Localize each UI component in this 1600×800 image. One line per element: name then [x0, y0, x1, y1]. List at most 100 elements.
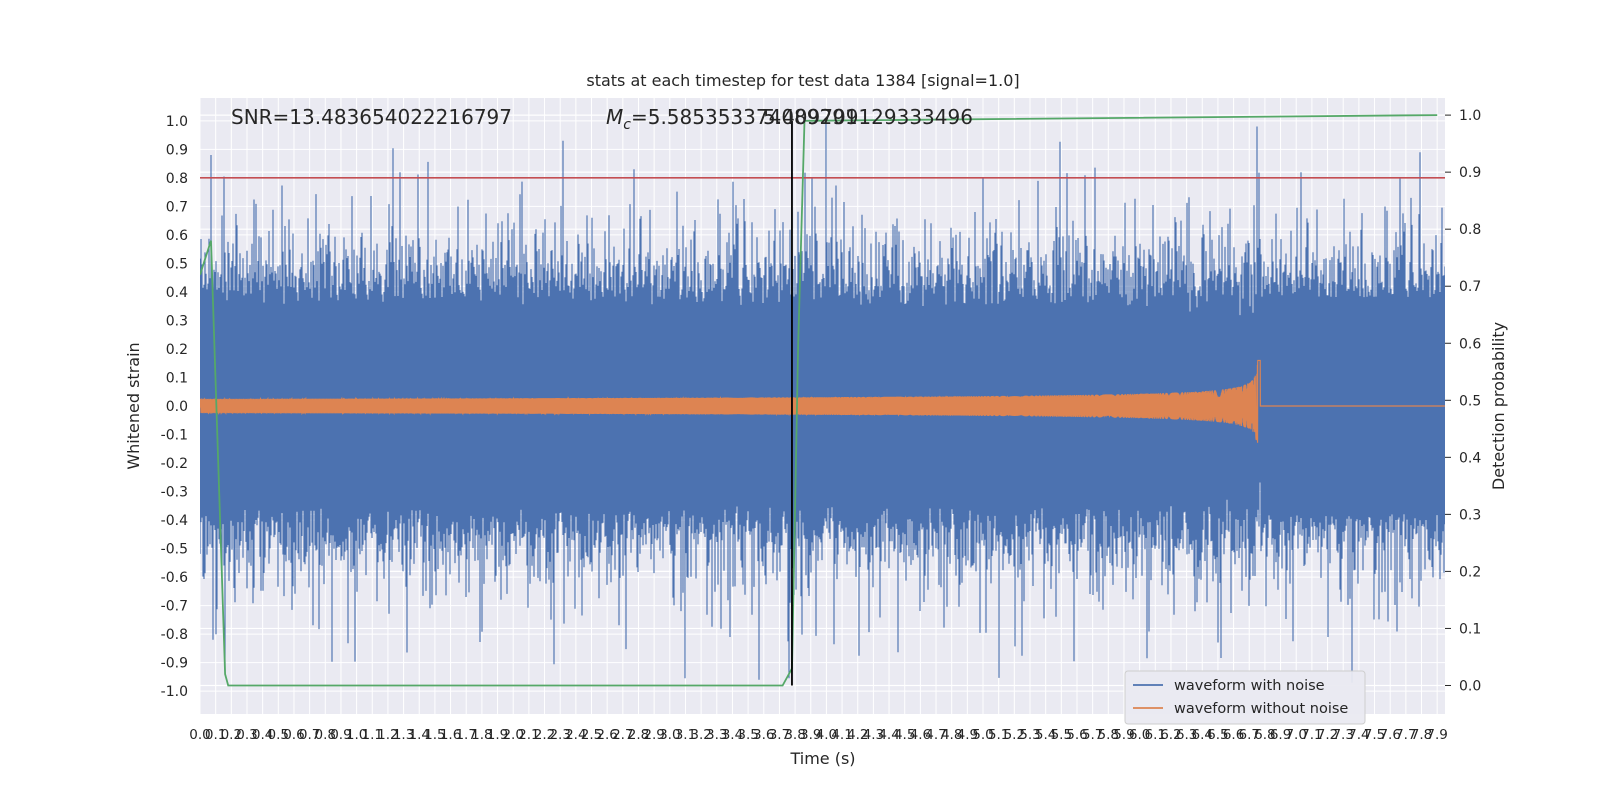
y-right-tick-label: 0.9: [1459, 165, 1481, 181]
y-right-tick-label: 1.0: [1459, 108, 1481, 124]
legend: waveform with noise waveform without noi…: [1124, 670, 1366, 725]
x-tick-label: 1.2: [377, 727, 398, 743]
x-tick-label: 3.2: [690, 727, 711, 743]
x-tick-label: 2.1: [518, 727, 539, 743]
x-tick-label: 2.3: [549, 727, 570, 743]
y-right-tick-label: 0.2: [1459, 564, 1481, 580]
x-tick-label: 1.4: [409, 727, 430, 743]
y-right-tick-label: 0.7: [1459, 279, 1481, 295]
x-tick-label: 2.7: [612, 727, 633, 743]
y-right-tick-label: 0.3: [1459, 507, 1481, 523]
x-tick-label: 3.4: [722, 727, 743, 743]
x-tick-label: 6.1: [1145, 727, 1166, 743]
y-tick-label: -0.5: [161, 542, 188, 558]
y-axis-left: -1.0 -0.9 -0.8 -0.7 -0.6 -0.5 -0.4 -0.3 -0.2 -0.1…: [161, 114, 188, 700]
overlapping-annotation: 5.409709129333496: [763, 105, 973, 129]
x-tick-label: 7.0: [1285, 727, 1306, 743]
y-tick-label: -0.8: [161, 627, 188, 643]
x-tick-label: 0.8: [315, 727, 336, 743]
x-tick-label: 3.7: [769, 727, 790, 743]
y-right-tick-label: 0.6: [1459, 336, 1481, 352]
x-tick-label: 4.0: [816, 727, 837, 743]
legend-label-noisy: waveform with noise: [1174, 678, 1325, 694]
x-tick-label: 2.2: [534, 727, 555, 743]
x-tick-label: 7.4: [1348, 727, 1369, 743]
x-tick-label: 5.4: [1035, 727, 1056, 743]
y-tick-label: -0.7: [161, 599, 188, 615]
x-tick-label: 7.7: [1395, 727, 1416, 743]
y-tick-label: -1.0: [161, 684, 188, 700]
y-tick-label: 1.0: [166, 114, 188, 130]
chart-title: stats at each timestep for test data 138…: [586, 71, 1019, 90]
legend-box: [1124, 670, 1366, 725]
x-tick-label: 6.4: [1192, 727, 1213, 743]
x-axis: 0.00.10.20.30.40.50.60.70.80.91.01.11.21…: [189, 727, 1448, 743]
x-tick-label: 7.5: [1364, 727, 1385, 743]
y-tick-label: -0.3: [161, 485, 188, 501]
y-tick-label: 0.8: [166, 171, 188, 187]
y-axis-right-label: Detection probability: [1489, 322, 1508, 490]
x-tick-label: 5.3: [1019, 727, 1040, 743]
x-tick-label: 6.5: [1207, 727, 1228, 743]
x-tick-label: 5.6: [1066, 727, 1087, 743]
x-tick-label: 1.8: [471, 727, 492, 743]
y-tick-label: -0.1: [161, 428, 188, 444]
x-tick-label: 7.2: [1317, 727, 1338, 743]
y-tick-label: 0.3: [166, 313, 188, 329]
detection-probability-series: [200, 114, 1438, 687]
x-tick-label: 4.9: [957, 727, 978, 743]
y-tick-label: -0.6: [161, 570, 188, 586]
x-tick-label: 3.5: [737, 727, 758, 743]
x-tick-label: 0.5: [268, 727, 289, 743]
x-tick-label: 6.0: [1129, 727, 1150, 743]
x-tick-label: 5.5: [1051, 727, 1072, 743]
x-tick-label: 5.9: [1113, 727, 1134, 743]
x-tick-label: 3.1: [675, 727, 696, 743]
x-tick-label: 2.8: [628, 727, 649, 743]
x-tick-label: 5.2: [1004, 727, 1025, 743]
y-tick-label: 0.6: [166, 228, 188, 244]
x-tick-label: 1.3: [393, 727, 414, 743]
x-tick-label: 0.4: [252, 727, 273, 743]
x-tick-label: 3.8: [784, 727, 805, 743]
clean-waveform-trace: [200, 359, 1445, 443]
x-tick-label: 1.5: [424, 727, 445, 743]
y-right-tick-label: 0.8: [1459, 222, 1481, 238]
x-tick-label: 0.3: [236, 727, 257, 743]
x-tick-label: 3.6: [753, 727, 774, 743]
x-tick-label: 5.7: [1082, 727, 1103, 743]
x-tick-label: 7.9: [1426, 727, 1447, 743]
x-tick-label: 7.1: [1301, 727, 1322, 743]
y-tick-label: 0.0: [166, 399, 188, 415]
x-tick-label: 1.7: [455, 727, 476, 743]
y-right-tick-label: 0.4: [1459, 450, 1481, 466]
y-tick-label: 0.9: [166, 142, 188, 158]
snr-annotation: SNR=13.483654022216797: [231, 105, 512, 129]
x-tick-label: 7.6: [1379, 727, 1400, 743]
x-tick-label: 6.2: [1160, 727, 1181, 743]
x-tick-label: 6.7: [1239, 727, 1260, 743]
y-tick-label: 0.2: [166, 342, 188, 358]
y-axis-label: Whitened strain: [124, 342, 143, 469]
y-right-tick-label: 0.5: [1459, 393, 1481, 409]
x-tick-label: 4.8: [941, 727, 962, 743]
x-tick-label: 2.6: [596, 727, 617, 743]
y-right-tick-label: 0.1: [1459, 621, 1481, 637]
x-tick-label: 3.0: [659, 727, 680, 743]
x-tick-label: 2.5: [581, 727, 602, 743]
x-tick-label: 3.3: [706, 727, 727, 743]
x-tick-label: 6.9: [1270, 727, 1291, 743]
x-tick-label: 2.0: [502, 727, 523, 743]
x-tick-label: 4.1: [831, 727, 852, 743]
y-tick-label: 0.1: [166, 370, 188, 386]
x-tick-label: 2.4: [565, 727, 586, 743]
x-tick-label: 7.8: [1411, 727, 1432, 743]
x-tick-label: 4.3: [863, 727, 884, 743]
x-tick-label: 4.2: [847, 727, 868, 743]
x-tick-label: 1.6: [440, 727, 461, 743]
chirp-mass-value: =5.585353374089291: [631, 105, 858, 129]
y-right-tick-label: 0.0: [1459, 678, 1481, 694]
x-tick-label: 2.9: [643, 727, 664, 743]
x-tick-label: 0.6: [283, 727, 304, 743]
